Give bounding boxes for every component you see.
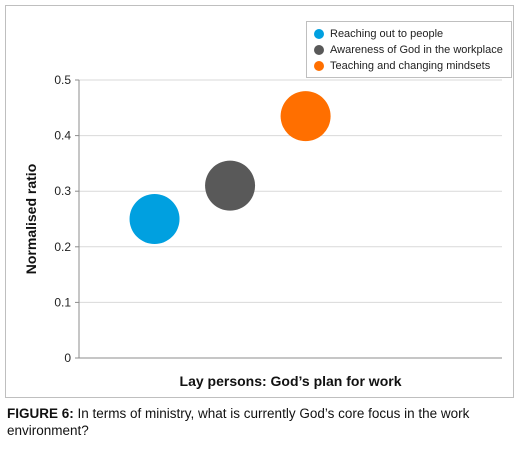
data-point bbox=[205, 160, 256, 211]
legend-item-teaching: Teaching and changing mindsets bbox=[314, 58, 511, 74]
scatter-plot: 0 0.1 0.2 0.3 0.4 0.5 Lay persons: God’s plan … bbox=[23, 73, 502, 389]
legend-label: Reaching out to people bbox=[330, 28, 444, 40]
legend-label: Awareness of God in the workplace bbox=[330, 44, 503, 56]
legend-marker-teaching bbox=[314, 61, 324, 71]
y-axis-label: Normalised ratio bbox=[23, 164, 39, 274]
y-tick-label: 0.4 bbox=[54, 129, 71, 143]
legend-item-reaching-out: Reaching out to people bbox=[314, 26, 511, 42]
y-tick-label: 0.1 bbox=[54, 295, 71, 309]
y-tick-label: 0.3 bbox=[54, 184, 71, 198]
y-tick-label: 0 bbox=[64, 351, 71, 365]
figure-label: FIGURE 6: bbox=[7, 406, 74, 421]
legend: Reaching out to people Awareness of God … bbox=[306, 21, 512, 78]
legend-marker-awareness bbox=[314, 45, 324, 55]
data-point bbox=[129, 194, 180, 244]
chart-frame: 0 0.1 0.2 0.3 0.4 0.5 Lay persons: God’s plan … bbox=[5, 5, 514, 398]
x-axis-label: Lay persons: God’s plan for work bbox=[180, 373, 402, 389]
legend-label: Teaching and changing mindsets bbox=[330, 60, 491, 72]
figure-caption-text: In terms of ministry, what is currently … bbox=[7, 406, 470, 438]
legend-marker-reaching-out bbox=[314, 29, 324, 39]
legend-item-awareness: Awareness of God in the workplace bbox=[314, 42, 511, 58]
figure-caption: FIGURE 6: In terms of ministry, what is … bbox=[7, 405, 519, 439]
data-point bbox=[280, 91, 331, 142]
y-tick-label: 0.2 bbox=[54, 240, 71, 254]
y-tick-label: 0.5 bbox=[54, 73, 71, 87]
